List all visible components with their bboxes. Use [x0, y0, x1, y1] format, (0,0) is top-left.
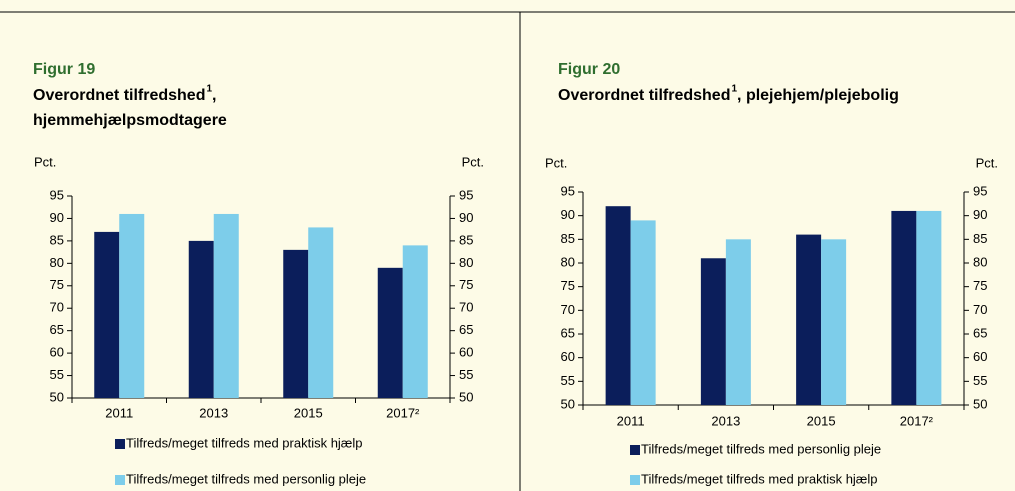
y2-tick-label: 95 [459, 187, 473, 202]
bar [796, 234, 822, 405]
y-tick-label: 55 [50, 367, 64, 382]
y-tick-label: 60 [561, 349, 575, 364]
bar [821, 239, 847, 405]
y2-tick-label: 65 [459, 322, 473, 337]
y-tick-label: 80 [50, 255, 64, 270]
y2-tick-label: 90 [973, 207, 987, 222]
y2-tick-label: 50 [973, 396, 987, 411]
y-tick-label: 80 [561, 254, 575, 269]
legend-label: Tilfreds/meget tilfreds med praktisk hjæ… [641, 471, 878, 486]
y2-tick-label: 95 [973, 183, 987, 198]
y2-tick-label: 50 [459, 389, 473, 404]
y2-tick-label: 85 [973, 231, 987, 246]
chart-title: Overordnet tilfredshed [558, 87, 730, 104]
y-tick-label: 55 [561, 373, 575, 388]
y-tick-label: 60 [50, 345, 64, 360]
y-tick-label: 75 [561, 278, 575, 293]
x-tick-label: 2011 [105, 405, 133, 420]
x-tick-label: 2015 [294, 405, 323, 420]
legend-swatch [630, 445, 640, 455]
bar [630, 220, 656, 405]
bar [213, 213, 239, 398]
y-tick-label: 95 [561, 183, 575, 198]
legend-label: Tilfreds/meget tilfreds med praktisk hjæ… [126, 435, 363, 450]
bar [700, 258, 726, 405]
legend-swatch [630, 475, 640, 485]
chart-title: , plejehjem/plejebolig [737, 87, 899, 104]
x-tick-label: 2017² [386, 405, 420, 420]
bar [119, 213, 145, 398]
x-tick-label: 2013 [199, 405, 228, 420]
x-tick-label: 2013 [711, 413, 740, 428]
y-tick-label: 85 [50, 232, 64, 247]
bar [308, 227, 334, 398]
y2-tick-label: 75 [459, 277, 473, 292]
chart-title: Overordnet tilfredshed [33, 87, 205, 104]
y2-tick-label: 55 [973, 373, 987, 388]
legend-swatch [115, 439, 125, 449]
x-tick-label: 2011 [617, 413, 645, 428]
y2-tick-label: 65 [973, 325, 987, 340]
y2-tick-label: 75 [973, 278, 987, 293]
bar [916, 210, 942, 405]
x-tick-label: 2015 [807, 413, 836, 428]
bar [377, 267, 403, 398]
title-footnote: 1 [731, 84, 737, 95]
bar [188, 240, 214, 398]
y-tick-label: 70 [50, 300, 64, 315]
legend-label: Tilfreds/meget tilfreds med personlig pl… [641, 441, 881, 456]
y-tick-label: 95 [50, 187, 64, 202]
y2-tick-label: 60 [459, 345, 473, 360]
y2-axis-label: Pct. [976, 155, 998, 170]
y2-axis-label: Pct. [462, 154, 484, 169]
y-tick-label: 85 [561, 231, 575, 246]
bar [605, 206, 631, 405]
chart-title: hjemmehjælpsmodtagere [33, 112, 227, 129]
y-tick-label: 75 [50, 277, 64, 292]
y2-tick-label: 60 [973, 349, 987, 364]
y-tick-label: 65 [50, 322, 64, 337]
y-axis-label: Pct. [545, 155, 567, 170]
x-tick-label: 2017² [900, 413, 934, 428]
y2-tick-label: 80 [973, 254, 987, 269]
legend-label: Tilfreds/meget tilfreds med personlig pl… [126, 471, 366, 486]
bar [94, 231, 120, 398]
chart-title: , [212, 87, 216, 104]
title-footnote: 1 [206, 84, 212, 95]
y-axis-label: Pct. [34, 154, 56, 169]
figure-label: Figur 20 [558, 61, 620, 78]
y2-tick-label: 85 [459, 232, 473, 247]
bar [283, 249, 309, 398]
bar [402, 245, 428, 398]
y2-tick-label: 70 [459, 300, 473, 315]
y-tick-label: 90 [50, 210, 64, 225]
y2-tick-label: 90 [459, 210, 473, 225]
y2-tick-label: 70 [973, 302, 987, 317]
y-tick-label: 90 [561, 207, 575, 222]
y2-tick-label: 55 [459, 367, 473, 382]
y-tick-label: 65 [561, 325, 575, 340]
y2-tick-label: 80 [459, 255, 473, 270]
legend-swatch [115, 475, 125, 485]
y-tick-label: 50 [561, 396, 575, 411]
bar [891, 210, 917, 405]
y-tick-label: 70 [561, 302, 575, 317]
y-tick-label: 50 [50, 389, 64, 404]
figure-label: Figur 19 [33, 61, 95, 78]
bar [725, 239, 751, 405]
